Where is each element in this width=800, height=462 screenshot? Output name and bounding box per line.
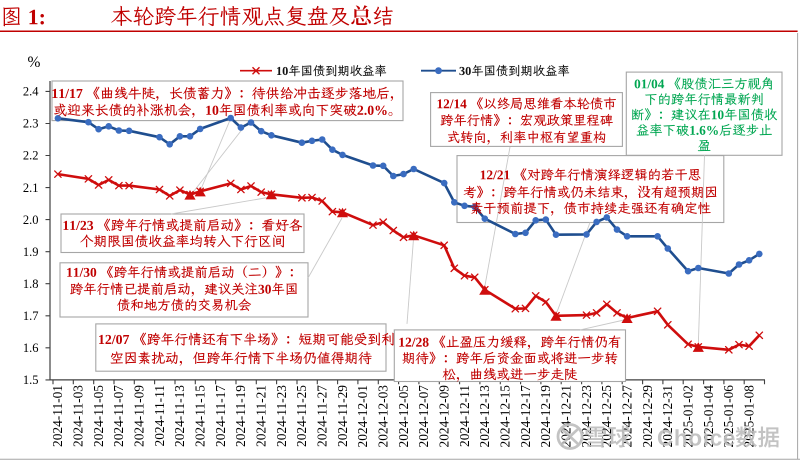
svg-text:2024-11-25: 2024-11-25	[294, 385, 309, 447]
svg-text:2024-12-03: 2024-12-03	[376, 385, 391, 448]
svg-text:2024-12-13: 2024-12-13	[477, 385, 492, 448]
svg-text:2025-01-06: 2025-01-06	[721, 385, 736, 448]
svg-text:2024-12-01: 2024-12-01	[355, 385, 370, 447]
svg-text:%: %	[28, 54, 41, 71]
svg-text:2024-11-17: 2024-11-17	[213, 385, 228, 447]
svg-text:1.5: 1.5	[23, 373, 39, 387]
svg-text:2024-11-29: 2024-11-29	[335, 385, 350, 447]
svg-text:2024-11-21: 2024-11-21	[254, 385, 269, 447]
svg-text:2025-01-04: 2025-01-04	[701, 385, 716, 448]
svg-text:1.6: 1.6	[23, 341, 39, 355]
svg-text:2024-12-17: 2024-12-17	[518, 385, 533, 448]
svg-text:1.9: 1.9	[23, 245, 39, 259]
svg-text:2024-11-03: 2024-11-03	[71, 385, 86, 447]
svg-text:2.2: 2.2	[23, 149, 39, 163]
svg-text:2.0: 2.0	[23, 213, 39, 227]
svg-text:2024-12-11: 2024-12-11	[457, 385, 472, 447]
svg-text:2024-11-27: 2024-11-27	[315, 385, 330, 447]
svg-text:2.3: 2.3	[23, 117, 39, 131]
svg-text:2024-11-23: 2024-11-23	[274, 385, 289, 447]
svg-text:2024-12-05: 2024-12-05	[396, 385, 411, 448]
svg-text:1.8: 1.8	[23, 277, 39, 291]
svg-text:2.4: 2.4	[23, 85, 39, 99]
svg-text:2024-12-31: 2024-12-31	[660, 385, 675, 447]
svg-text:2024-11-15: 2024-11-15	[193, 385, 208, 447]
svg-text:2024-11-19: 2024-11-19	[233, 385, 248, 447]
svg-text:2024-11-09: 2024-11-09	[132, 385, 147, 447]
svg-text:2024-11-11: 2024-11-11	[152, 385, 167, 447]
svg-text:2025-01-02: 2025-01-02	[680, 385, 695, 447]
svg-text:2024-12-29: 2024-12-29	[640, 385, 655, 448]
svg-text:2.1: 2.1	[23, 181, 39, 195]
svg-text:2024-12-21: 2024-12-21	[558, 385, 573, 447]
svg-text:2024-12-07: 2024-12-07	[416, 385, 431, 448]
svg-text:2024-11-05: 2024-11-05	[91, 385, 106, 447]
svg-text:2024-12-23: 2024-12-23	[579, 385, 594, 448]
svg-text:2024-11-13: 2024-11-13	[172, 385, 187, 447]
svg-text:2024-12-25: 2024-12-25	[599, 385, 614, 448]
svg-text:2024-12-09: 2024-12-09	[437, 385, 452, 448]
svg-text:2024-12-15: 2024-12-15	[498, 385, 513, 448]
svg-text:2024-11-07: 2024-11-07	[111, 385, 126, 447]
svg-text:2024-11-01: 2024-11-01	[50, 385, 65, 447]
svg-text:2024-12-19: 2024-12-19	[538, 385, 553, 448]
svg-text:1.7: 1.7	[23, 309, 39, 323]
svg-text:2025-01-08: 2025-01-08	[741, 385, 756, 448]
